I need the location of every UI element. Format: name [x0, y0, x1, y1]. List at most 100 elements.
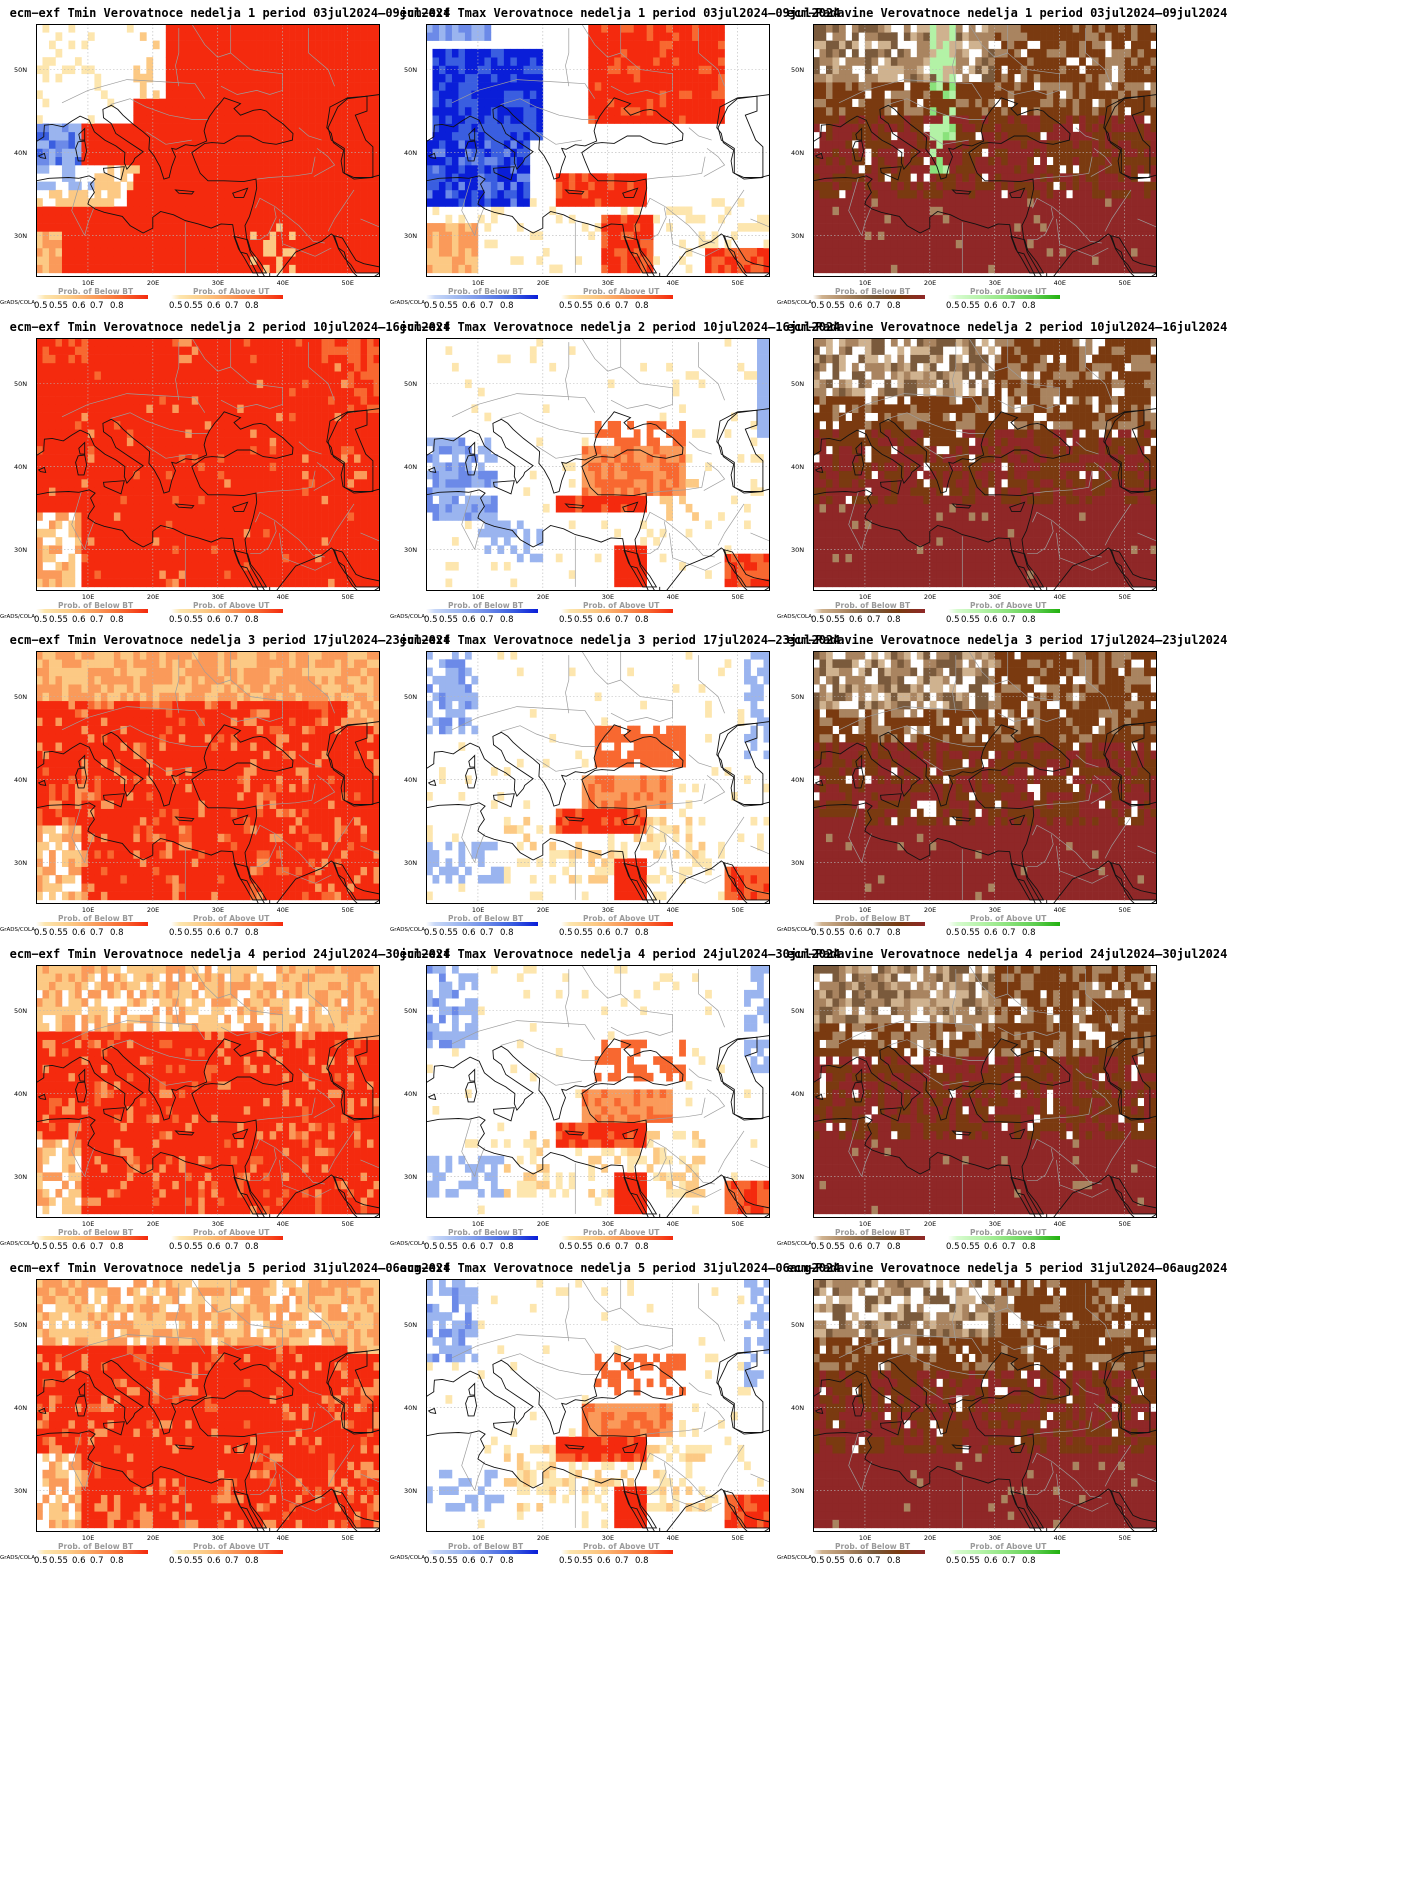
latitude-label: 30N: [791, 1486, 805, 1495]
legend-tick: 0.55: [49, 1242, 68, 1252]
legend-title: Prob. of Above UT: [583, 601, 660, 610]
legend-tick: 0.5: [424, 1242, 438, 1252]
legend-title: Prob. of Above UT: [193, 287, 270, 296]
legend-tick: 0.7: [867, 1556, 881, 1566]
legend-tick: 0.55: [439, 928, 458, 938]
latitude-label: 30N: [404, 1172, 418, 1181]
latitude-label: 50N: [791, 1320, 805, 1329]
legend-tick: 0.5: [811, 301, 825, 311]
legend-above: Prob. of Above UT 0.5 0.55 0.6 0.7 0.8: [946, 601, 1073, 631]
legend-tick: 0.8: [1022, 615, 1036, 625]
legend-tick: 0.6: [462, 928, 476, 938]
legend-color-bar: [813, 295, 925, 299]
longitude-label: 10E: [471, 279, 485, 287]
latitude-label: 40N: [791, 148, 805, 157]
legend-tick: 0.7: [867, 928, 881, 938]
legend-below: Prob. of Below BT 0.5 0.55 0.6 0.7 0.8: [34, 914, 161, 944]
legend-tick: 0.5: [34, 615, 48, 625]
panel-title: ecm−Padavine Verovatnoce nedelja 5 perio…: [786, 1261, 1228, 1275]
longitude-label: 40E: [666, 1220, 680, 1228]
legend-tick: 0.55: [439, 1556, 458, 1566]
legend-below: Prob. of Below BT 0.5 0.55 0.6 0.7 0.8: [811, 914, 938, 944]
legend-tick: 0.5: [169, 301, 183, 311]
longitude-label: 40E: [1053, 906, 1067, 914]
probability-map: [36, 24, 380, 277]
longitude-label: 50E: [341, 593, 354, 601]
longitude-label: 10E: [858, 1220, 872, 1228]
legend-tick: 0.7: [480, 301, 494, 311]
longitude-label: 50E: [1118, 593, 1131, 601]
graticule: [36, 651, 380, 904]
graticule: [813, 338, 1157, 591]
latitude-label: 30N: [404, 858, 418, 867]
map-panel-precip-week-4: ecm−Padavine Verovatnoce nedelja 4 perio…: [777, 941, 1237, 1320]
legend-color-bar: [948, 922, 1060, 926]
longitude-label: 50E: [341, 279, 354, 287]
legend-tick: 0.5: [946, 301, 960, 311]
legend-title: Prob. of Above UT: [970, 601, 1047, 610]
coastlines: [813, 651, 1157, 904]
latitude-label: 40N: [14, 148, 28, 157]
legend-title: Prob. of Above UT: [583, 1542, 660, 1551]
grads-brand: GrADS/COLA: [777, 300, 812, 306]
legend-tick: 0.8: [245, 1242, 259, 1252]
legend-title: Prob. of Below BT: [448, 914, 524, 923]
legend-tick: 0.7: [90, 928, 104, 938]
legend-tick: 0.55: [826, 1556, 845, 1566]
probability-map: [426, 24, 770, 277]
latitude-label: 40N: [404, 775, 418, 784]
legend-tick: 0.55: [184, 301, 203, 311]
legend-tick: 0.6: [849, 1242, 863, 1252]
latitude-label: 40N: [14, 1089, 28, 1098]
legend-tick: 0.55: [49, 615, 68, 625]
legend-tick: 0.8: [110, 301, 124, 311]
legend-title: Prob. of Above UT: [583, 1228, 660, 1237]
legend-tick: 0.55: [574, 301, 593, 311]
longitude-label: 20E: [146, 906, 160, 914]
latitude-label: 30N: [14, 231, 28, 240]
latitude-label: 50N: [14, 379, 28, 388]
legend-tick: 0.6: [462, 1242, 476, 1252]
grads-brand: GrADS/COLA: [390, 614, 425, 620]
legend-tick: 0.5: [946, 615, 960, 625]
legend-tick: 0.8: [245, 1556, 259, 1566]
legend-tick: 0.7: [225, 1556, 239, 1566]
legend-color-bar: [813, 1236, 925, 1240]
legend-tick: 0.7: [1002, 1242, 1016, 1252]
longitude-label: 40E: [666, 593, 680, 601]
panel-title: ecm−exf Tmax Verovatnoce nedelja 4 perio…: [399, 947, 841, 961]
legend-tick: 0.6: [597, 301, 611, 311]
latitude-label: 50N: [404, 1320, 418, 1329]
grads-brand: GrADS/COLA: [0, 300, 35, 306]
legend-title: Prob. of Below BT: [58, 1228, 134, 1237]
panel-title: ecm−exf Tmin Verovatnoce nedelja 5 perio…: [9, 1261, 451, 1275]
legend-color-bar: [813, 609, 925, 613]
grads-brand: GrADS/COLA: [390, 927, 425, 933]
legend-below: Prob. of Below BT 0.5 0.55 0.6 0.7 0.8: [811, 1228, 938, 1258]
legend-above: Prob. of Above UT 0.5 0.55 0.6 0.7 0.8: [559, 1542, 686, 1572]
legend-title: Prob. of Above UT: [193, 601, 270, 610]
country-borders: [838, 338, 1157, 587]
graticule: [426, 338, 770, 591]
legend-title: Prob. of Below BT: [835, 1542, 911, 1551]
legend-tick: 0.5: [559, 615, 573, 625]
legend-tick: 0.7: [615, 301, 629, 311]
legend-tick: 0.5: [424, 1556, 438, 1566]
legend-color-bar: [36, 295, 148, 299]
panel-title: ecm−exf Tmax Verovatnoce nedelja 1 perio…: [399, 6, 841, 20]
latitude-label: 50N: [14, 65, 28, 74]
longitude-label: 20E: [923, 1534, 937, 1542]
grads-brand: GrADS/COLA: [0, 927, 35, 933]
latitude-label: 50N: [404, 692, 418, 701]
latitude-label: 30N: [404, 545, 418, 554]
legend-tick: 0.8: [245, 615, 259, 625]
legend-tick: 0.5: [811, 928, 825, 938]
latitude-label: 50N: [14, 692, 28, 701]
legend-tick: 0.55: [961, 615, 980, 625]
country-borders: [451, 651, 770, 900]
legend-tick: 0.55: [574, 615, 593, 625]
grads-brand: GrADS/COLA: [390, 1555, 425, 1561]
legend-tick: 0.8: [635, 1556, 649, 1566]
legend-title: Prob. of Above UT: [970, 287, 1047, 296]
legend-tick: 0.7: [480, 1242, 494, 1252]
